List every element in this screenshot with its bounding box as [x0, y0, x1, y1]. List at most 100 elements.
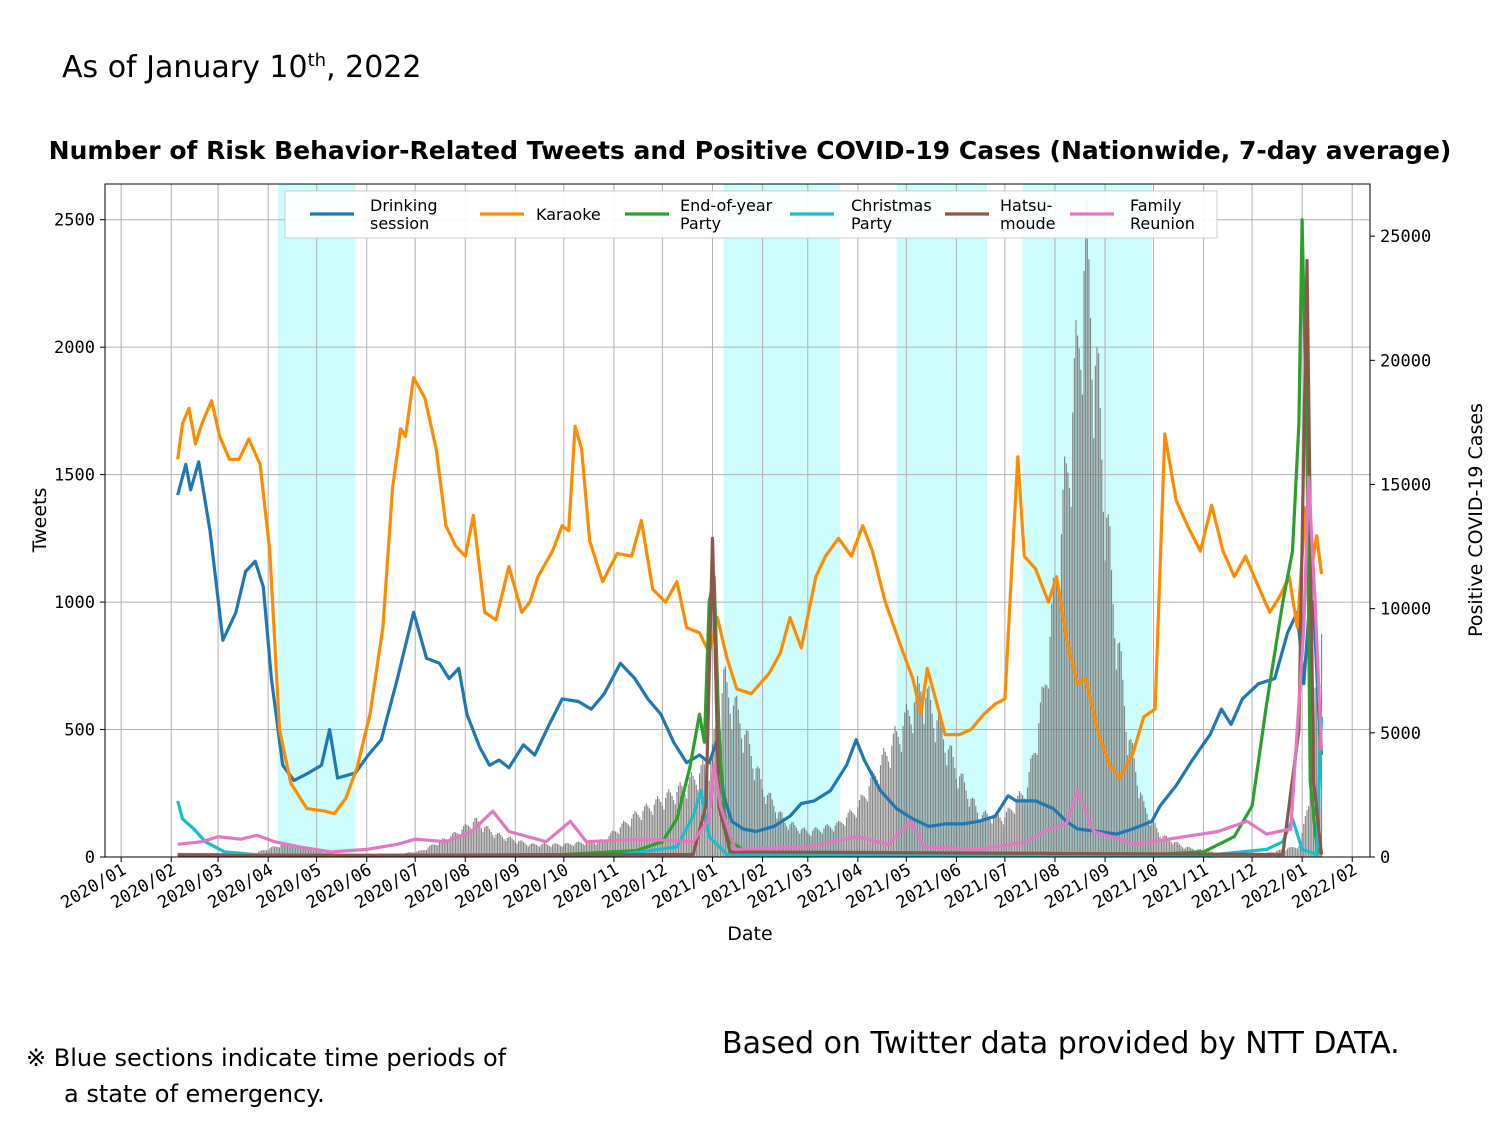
cases-bar	[635, 812, 638, 857]
y2-tick-label-6: 25000	[1380, 227, 1431, 247]
cases-bar	[1170, 842, 1172, 857]
cases-bar	[884, 751, 886, 857]
as-of-suffix: , 2022	[326, 50, 422, 85]
cases-bar	[973, 798, 975, 857]
cases-bar	[304, 847, 306, 857]
cases-bar	[813, 828, 815, 857]
cases-bar	[934, 742, 936, 857]
cases-bar	[1088, 259, 1090, 857]
cases-bar	[490, 832, 492, 857]
cases-bar	[303, 847, 305, 857]
cases-bar	[826, 823, 828, 857]
cases-bar	[430, 844, 432, 857]
cases-bar	[1157, 832, 1159, 857]
cases-bar	[660, 801, 662, 857]
cases-bar	[668, 789, 670, 857]
cases-bar	[1009, 808, 1011, 857]
cases-bar	[740, 738, 743, 857]
cases-bar	[1290, 846, 1292, 857]
footnote-line-1: ※ Blue sections indicate time periods of	[26, 1044, 507, 1072]
cases-bar	[295, 844, 297, 857]
y2-tick-label-1: 0	[1380, 848, 1390, 868]
cases-bar	[618, 833, 620, 857]
cases-bar	[673, 800, 675, 857]
cases-bar	[1044, 684, 1046, 857]
cases-bar	[1172, 844, 1174, 857]
cases-bar	[967, 798, 969, 857]
cases-bar	[816, 828, 819, 857]
cases-bar	[1035, 753, 1037, 857]
cases-bar	[1106, 517, 1108, 857]
cases-bar	[582, 844, 584, 857]
cases-bar	[293, 844, 295, 857]
cases-bar	[530, 843, 533, 857]
cases-bar	[774, 812, 777, 857]
y2-tick-label-2: 5000	[1380, 724, 1421, 744]
cases-bar	[1173, 842, 1176, 857]
cases-bar	[797, 830, 799, 857]
cases-bar	[889, 767, 891, 857]
cases-bar	[942, 739, 945, 857]
cases-bar	[1303, 823, 1305, 857]
cases-bar	[824, 825, 827, 857]
cases-bar	[1099, 407, 1101, 857]
cases-bar	[833, 831, 835, 857]
footnote: ※ Blue sections indicate time periods of…	[26, 1040, 506, 1112]
cases-bar	[698, 773, 701, 857]
cases-bar	[1148, 819, 1150, 857]
cases-bar	[1072, 412, 1074, 857]
legend-label-6: Family Reunion	[1130, 196, 1195, 233]
cases-bar	[742, 752, 744, 857]
cases-bar	[598, 839, 600, 857]
cases-bar	[501, 836, 503, 857]
cases-bar	[1104, 560, 1106, 857]
cases-bar	[865, 798, 867, 857]
cases-bar	[766, 794, 768, 857]
cases-bar	[868, 786, 870, 857]
cases-bar	[923, 723, 925, 857]
cases-bar	[1299, 844, 1302, 857]
cases-bar	[1144, 807, 1146, 857]
cases-bar	[1293, 847, 1295, 857]
cases-bar	[1096, 347, 1098, 857]
cases-bar	[469, 827, 471, 857]
legend: Drinking session Karaoke End-of-year PartyCh…	[284, 190, 1218, 239]
cases-bar	[563, 844, 565, 857]
cases-bar	[921, 707, 924, 857]
cases-bar	[275, 846, 277, 857]
y-tick-label-4: 1500	[54, 466, 95, 486]
cases-bar	[1075, 320, 1077, 858]
cases-bar	[681, 785, 683, 857]
cases-bar	[1287, 848, 1289, 857]
cases-bar	[1086, 197, 1088, 857]
cases-bar	[298, 846, 300, 857]
as-of-sup: th	[307, 50, 327, 71]
cases-bar	[905, 704, 907, 857]
cases-bar	[1020, 792, 1022, 857]
cases-bar	[519, 840, 521, 857]
cases-bar	[648, 808, 651, 857]
cases-bar	[926, 688, 928, 857]
cases-bar	[1122, 679, 1124, 857]
cases-bar	[503, 839, 505, 857]
cases-bar	[597, 841, 599, 857]
y-tick-label-6: 2500	[54, 211, 95, 231]
cases-bar	[314, 850, 316, 857]
cases-bar	[272, 846, 274, 857]
cases-bar	[728, 697, 730, 857]
cases-bar	[1127, 755, 1129, 857]
cases-bar	[1102, 511, 1104, 857]
cases-bar	[498, 833, 500, 857]
cases-bar	[1043, 687, 1045, 857]
cases-bar	[614, 831, 617, 857]
legend-label-line: Karaoke	[536, 205, 601, 224]
cases-bar	[669, 792, 672, 857]
cases-bar	[749, 743, 751, 857]
cases-bar	[752, 768, 754, 857]
cases-bar	[1038, 723, 1040, 857]
cases-bar	[837, 820, 840, 857]
cases-bar	[1046, 685, 1048, 857]
y2-tick-label-3: 10000	[1380, 600, 1431, 620]
cases-bar	[676, 791, 678, 857]
